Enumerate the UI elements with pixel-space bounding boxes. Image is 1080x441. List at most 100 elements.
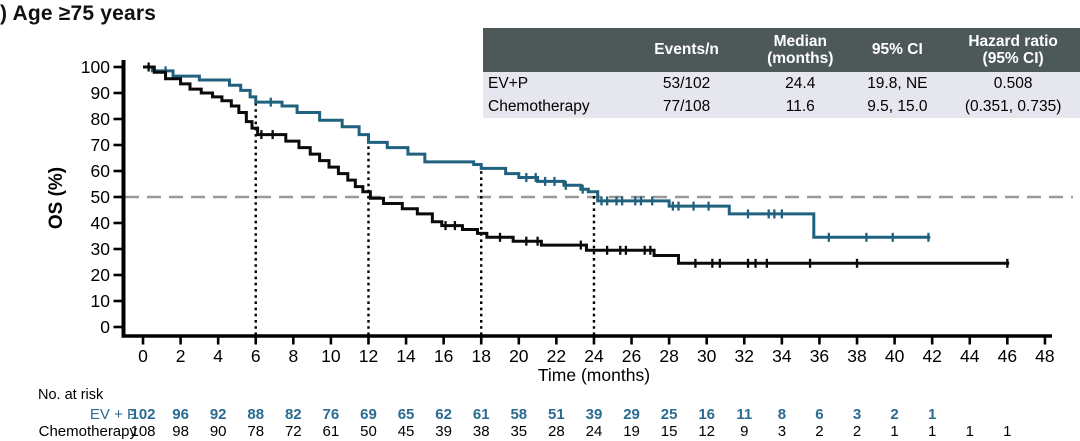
y-tick-label: 80 [91,109,111,129]
y-tick-label: 20 [91,265,111,285]
risk-value: 65 [397,406,415,423]
risk-value: 1 [965,423,974,440]
risk-value: 19 [623,423,640,440]
x-tick-label: 36 [810,346,829,366]
risk-value: 38 [472,423,490,440]
risk-value: 24 [585,423,603,440]
statistics-table-grid: Events/n Median (months) 95% CI Hazard ratio… [483,28,1080,118]
x-tick-label: 46 [998,346,1017,366]
risk-value: 72 [284,423,302,440]
risk-value: 90 [209,423,227,440]
risk-value: 29 [623,406,640,423]
risk-value: 62 [435,406,452,423]
risk-value: 8 [777,406,787,423]
risk-value: 61 [472,406,490,423]
risk-value: 1 [928,423,937,440]
stat-value: 77/108 [621,95,753,118]
risk-value: 51 [548,406,565,423]
risk-value: 39 [435,423,452,440]
x-tick-label: 4 [213,346,223,366]
stat-col-header [483,28,622,72]
y-tick-label: 70 [91,135,111,155]
risk-value: 45 [397,423,415,440]
stat-value: 0.508 [946,72,1080,95]
risk-value: 88 [247,406,265,423]
risk-value: 1 [890,423,899,440]
stat-col-header: 95% CI [848,28,947,72]
risk-value: 61 [322,423,340,440]
x-tick-label: 44 [960,346,980,366]
statistics-table: Events/n Median (months) 95% CI Hazard ratio… [483,28,1080,118]
km-curve-ev-p [143,65,931,239]
x-tick-label: 12 [359,346,378,366]
stat-value: 53/102 [621,72,753,95]
x-tick-label: 24 [584,346,604,366]
risk-value: 108 [130,423,156,440]
risk-value: 1 [928,406,937,423]
risk-value: 3 [777,423,787,440]
y-tick-label: 0 [100,317,110,337]
x-tick-label: 20 [509,346,529,366]
risk-value: 6 [815,406,824,423]
risk-value: 1 [1003,423,1012,440]
risk-value: 98 [172,423,189,440]
stat-col-header: Events/n [621,28,753,72]
risk-value: 58 [510,406,528,423]
risk-value: 12 [698,423,716,440]
x-tick-label: 26 [622,346,641,366]
x-tick-label: 10 [321,346,341,366]
x-tick-label: 30 [697,346,717,366]
y-axis-title: OS (%) [46,167,67,229]
stat-value: (0.351, 0.735) [946,95,1080,118]
risk-value: 78 [247,423,265,440]
risk-value: 69 [360,406,377,423]
x-tick-label: 42 [922,346,941,366]
stat-row-name: EV+P [483,72,622,95]
risk-row-label-chemotherapy: Chemotherapy [38,423,137,440]
risk-value: 28 [548,423,565,440]
risk-value: 96 [172,406,189,423]
km-curve-chemotherapy [143,65,1010,265]
risk-row-label-evp: EV + P [89,406,137,423]
risk-value: 2 [852,423,862,440]
stat-col-header: Hazard ratio (95% CI) [946,28,1080,72]
risk-value: 3 [852,406,862,423]
risk-value: 2 [890,406,899,423]
no-at-risk-caption: No. at risk [38,387,104,403]
risk-value: 82 [284,406,302,423]
stat-value: 24.4 [752,72,849,95]
x-tick-label: 22 [547,346,566,366]
x-axis-title: Time (months) [538,365,650,385]
risk-value: 2 [815,423,824,440]
x-tick-label: 8 [288,346,298,366]
y-tick-label: 40 [91,213,111,233]
stat-value: 11.6 [752,95,849,118]
x-tick-label: 6 [251,346,261,366]
x-tick-label: 40 [885,346,905,366]
risk-value: 39 [585,406,603,423]
risk-value: 76 [322,406,340,423]
risk-value: 92 [209,406,227,423]
stat-value: 19.8, NE [848,72,947,95]
y-tick-label: 100 [81,57,110,77]
y-tick-label: 90 [91,83,111,103]
risk-value: 35 [510,423,528,440]
x-tick-label: 0 [138,346,148,366]
panel-title: ) Age ≥75 years [0,2,157,25]
risk-value: 11 [736,406,753,423]
risk-value: 16 [698,406,716,423]
y-tick-label: 60 [91,161,111,181]
stat-value: 9.5, 15.0 [848,95,947,118]
x-tick-label: 32 [735,346,754,366]
stat-row-name: Chemotherapy [483,95,622,118]
x-tick-label: 38 [847,346,866,366]
risk-value: 9 [740,423,749,440]
x-tick-label: 34 [772,346,792,366]
x-tick-label: 28 [659,346,678,366]
x-tick-label: 14 [396,346,416,366]
risk-value: 102 [130,406,156,423]
risk-value: 25 [660,406,678,423]
y-tick-label: 10 [91,291,111,311]
